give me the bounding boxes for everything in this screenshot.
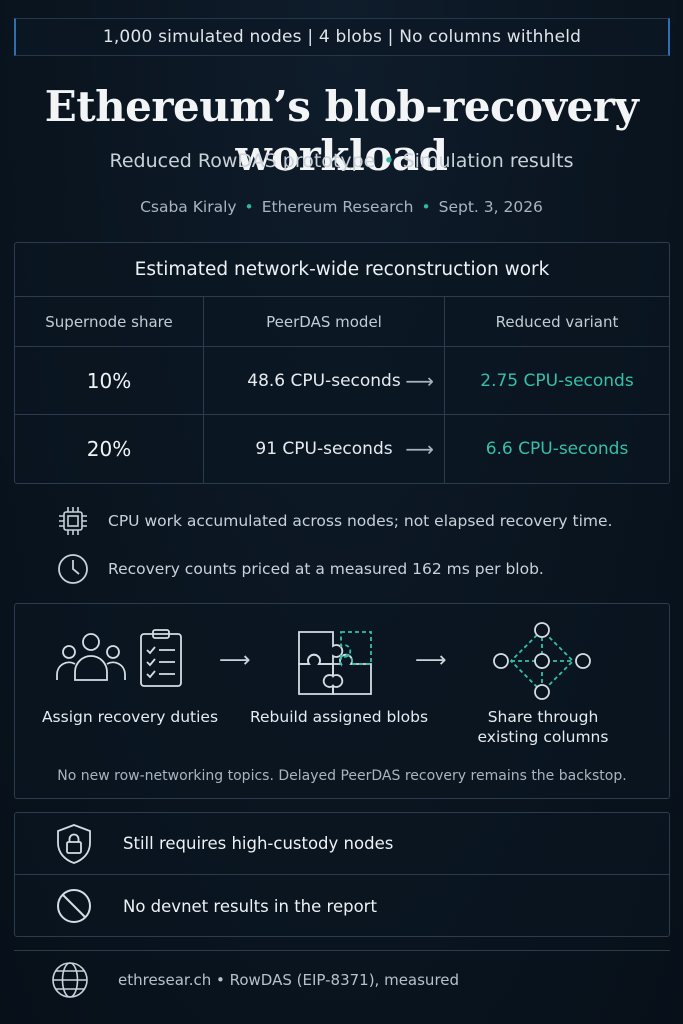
column-header-share: Supernode share [15,297,204,346]
step-label-line2: existing columns [477,728,609,746]
limitation-text: Still requires high-custody nodes [123,834,394,853]
note-pricing: Recovery counts priced at a measured 162… [56,552,544,586]
no-entry-icon [57,889,91,923]
step-label: Assign recovery duties [41,708,219,726]
step-label: Rebuild assigned blobs [249,708,429,726]
footer-text: ethresear.ch • RowDAS (EIP-8371), measur… [118,971,460,989]
divider [14,950,670,951]
peerdas-cell: 48.6 CPU-seconds ⟶ [204,347,445,414]
limitations-panel: Still requires high-custody nodes No dev… [14,812,670,937]
column-header-reduced: Reduced variant [495,312,619,331]
share-cell: 10% [15,347,204,414]
note-text: Recovery counts priced at a measured 162… [108,560,544,578]
byline-author: Csaba Kiraly [140,198,237,216]
network-icon [493,622,591,700]
subtitle-kind: Simulation results [402,150,574,172]
arrow-right-icon: ⟶ [405,368,434,393]
separator-dot: • [383,150,395,172]
globe-icon [52,962,88,998]
arrow-right-icon: ⟶ [415,648,447,673]
reconstruction-work-table: Estimated network-wide reconstruction wo… [14,242,670,484]
flow-footnote: No new row-networking topics. Delayed Pe… [57,768,627,784]
table-row: 20% 91 CPU-seconds ⟶ 6.6 CPU-seconds [15,415,669,483]
limitation-item: No devnet results in the report [15,875,669,937]
table-row: 10% 48.6 CPU-seconds ⟶ 2.75 CPU-seconds [15,347,669,415]
column-header-peerdas: PeerDAS model [204,297,445,346]
clock-icon [58,554,88,584]
peerdas-cell: 91 CPU-seconds ⟶ [204,415,445,483]
people-checklist-icon [56,629,182,687]
byline-org: Ethereum Research [261,198,414,216]
limitation-item: Still requires high-custody nodes [15,813,669,875]
note-cpu-work: CPU work accumulated across nodes; not e… [56,504,612,538]
footer: ethresear.ch • RowDAS (EIP-8371), measur… [50,960,459,1000]
summary-banner: 1,000 simulated nodes | 4 blobs | No col… [14,18,670,56]
byline-date: Sept. 3, 2026 [438,198,543,216]
limitation-text: No devnet results in the report [123,896,377,916]
peerdas-value: 48.6 CPU-seconds [247,370,401,391]
subtitle-project: Reduced RowDAS prototype [109,150,376,172]
puzzle-icon [298,631,372,695]
subtitle: Reduced RowDAS prototype • Simulation resu… [0,150,683,172]
reduced-cell: 2.75 CPU-seconds [480,370,634,391]
step-label-line1: Share through [487,708,599,726]
cpu-chip-icon [59,507,87,535]
arrow-right-icon: ⟶ [405,437,434,461]
arrow-right-icon: ⟶ [219,648,251,673]
byline: Csaba Kiraly • Ethereum Research • Sept. 3, … [0,198,683,216]
reduced-cell: 6.6 CPU-seconds [485,439,629,459]
page-title: Ethereum’s blob-recovery workload [44,82,639,180]
note-text: CPU work accumulated across nodes; not e… [108,512,613,530]
lock-shield-icon [57,823,91,864]
separator-dot: • [244,198,254,216]
table-header-row: Supernode share PeerDAS model Reduced va… [15,297,669,347]
peerdas-value: 91 CPU-seconds [255,439,393,459]
separator-dot: • [421,198,431,216]
share-cell: 20% [15,415,204,483]
table-title: Estimated network-wide reconstruction wo… [15,243,669,297]
recovery-flow-panel: ⟶ ⟶ Assign recovery duties Rebuild assig… [14,603,670,799]
